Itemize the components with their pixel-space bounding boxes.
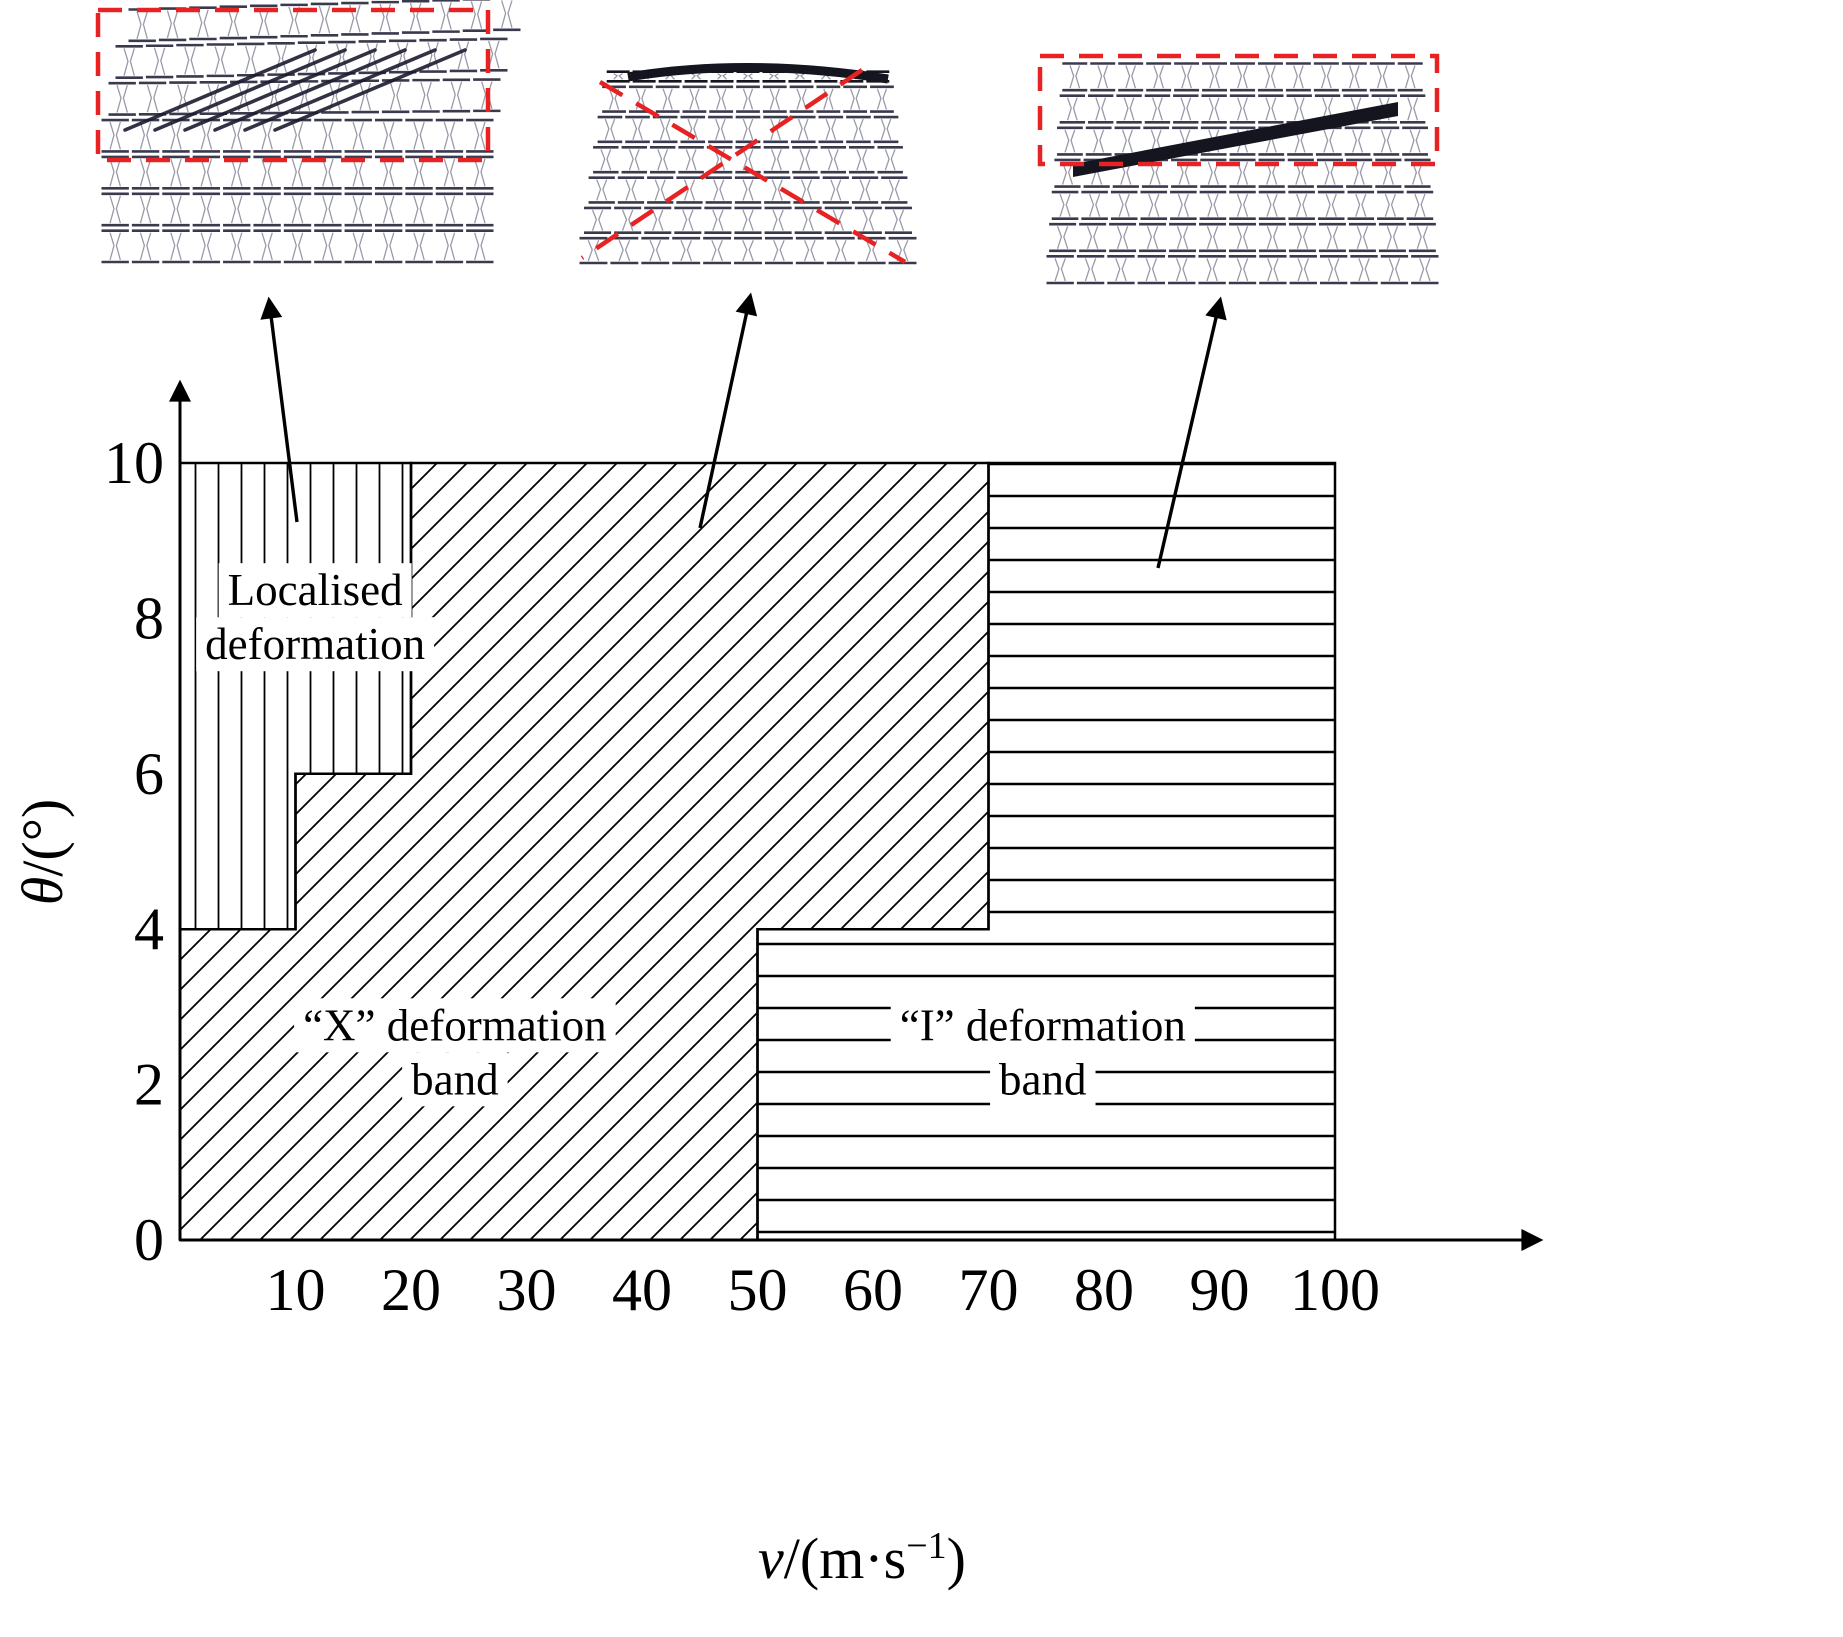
x-tick-label-100: 100 xyxy=(1290,1257,1380,1323)
x-tick-label-10: 10 xyxy=(266,1257,326,1323)
y-tick-label-2: 2 xyxy=(134,1052,164,1118)
inset-x-deformation-band xyxy=(579,62,917,265)
red-dashed-rectangle xyxy=(95,7,491,163)
region-label-background xyxy=(294,998,616,1053)
region-label-background xyxy=(402,1052,508,1107)
x-tick-label-60: 60 xyxy=(843,1257,903,1323)
arrow-to-inset-x-deformation-band xyxy=(698,292,758,529)
x-tick-label-20: 20 xyxy=(381,1257,441,1323)
region-label-background xyxy=(196,617,435,672)
x-axis-label: v/(m·s−1) xyxy=(758,1525,966,1591)
y-tick-label-4: 4 xyxy=(134,896,164,962)
shear-band-line xyxy=(123,48,317,132)
region-label-x-deformation-band-line1: “X” deformation xyxy=(303,1000,607,1050)
region-label-i-deformation-band-line1: “I” deformation xyxy=(900,1000,1186,1050)
arrow-to-inset-i-deformation-band xyxy=(1156,296,1227,569)
region-label-i-deformation-band-line2: band xyxy=(999,1054,1086,1104)
x-tick-label-50: 50 xyxy=(728,1257,788,1323)
shear-band-line xyxy=(213,48,407,132)
shear-band-line xyxy=(243,48,437,132)
red-dashed-rectangle xyxy=(1037,53,1440,167)
red-dashed-x-line-2 xyxy=(580,68,864,260)
y-tick-label-0: 0 xyxy=(134,1207,164,1273)
red-dashed-x-line-1 xyxy=(598,80,907,264)
x-tick-label-40: 40 xyxy=(612,1257,672,1323)
arrow-to-inset-localised-deformation xyxy=(260,296,299,523)
i-crush-band xyxy=(1073,102,1398,177)
region-label-background xyxy=(890,998,1195,1053)
y-tick-label-8: 8 xyxy=(134,585,164,651)
y-axis-label: θ/(°) xyxy=(10,799,75,905)
x-tick-label-80: 80 xyxy=(1074,1257,1134,1323)
inset-localised-deformation xyxy=(95,0,521,264)
x-tick-label-90: 90 xyxy=(1190,1257,1250,1323)
region-label-localised-deformation-line1: Localised xyxy=(228,565,403,615)
y-tick-label-6: 6 xyxy=(134,741,164,807)
shear-band-line xyxy=(273,48,467,132)
x-tick-label-30: 30 xyxy=(497,1257,557,1323)
shear-band-line xyxy=(153,48,347,132)
x-tick-label-70: 70 xyxy=(959,1257,1019,1323)
region-label-x-deformation-band-line2: band xyxy=(411,1054,498,1104)
region-label-background xyxy=(990,1052,1096,1107)
region-label-localised-deformation-line2: deformation xyxy=(205,619,425,669)
shear-band-line xyxy=(183,48,377,132)
region-label-background xyxy=(218,563,412,618)
inset-i-deformation-band xyxy=(1037,53,1440,285)
y-tick-label-10: 10 xyxy=(104,430,164,496)
